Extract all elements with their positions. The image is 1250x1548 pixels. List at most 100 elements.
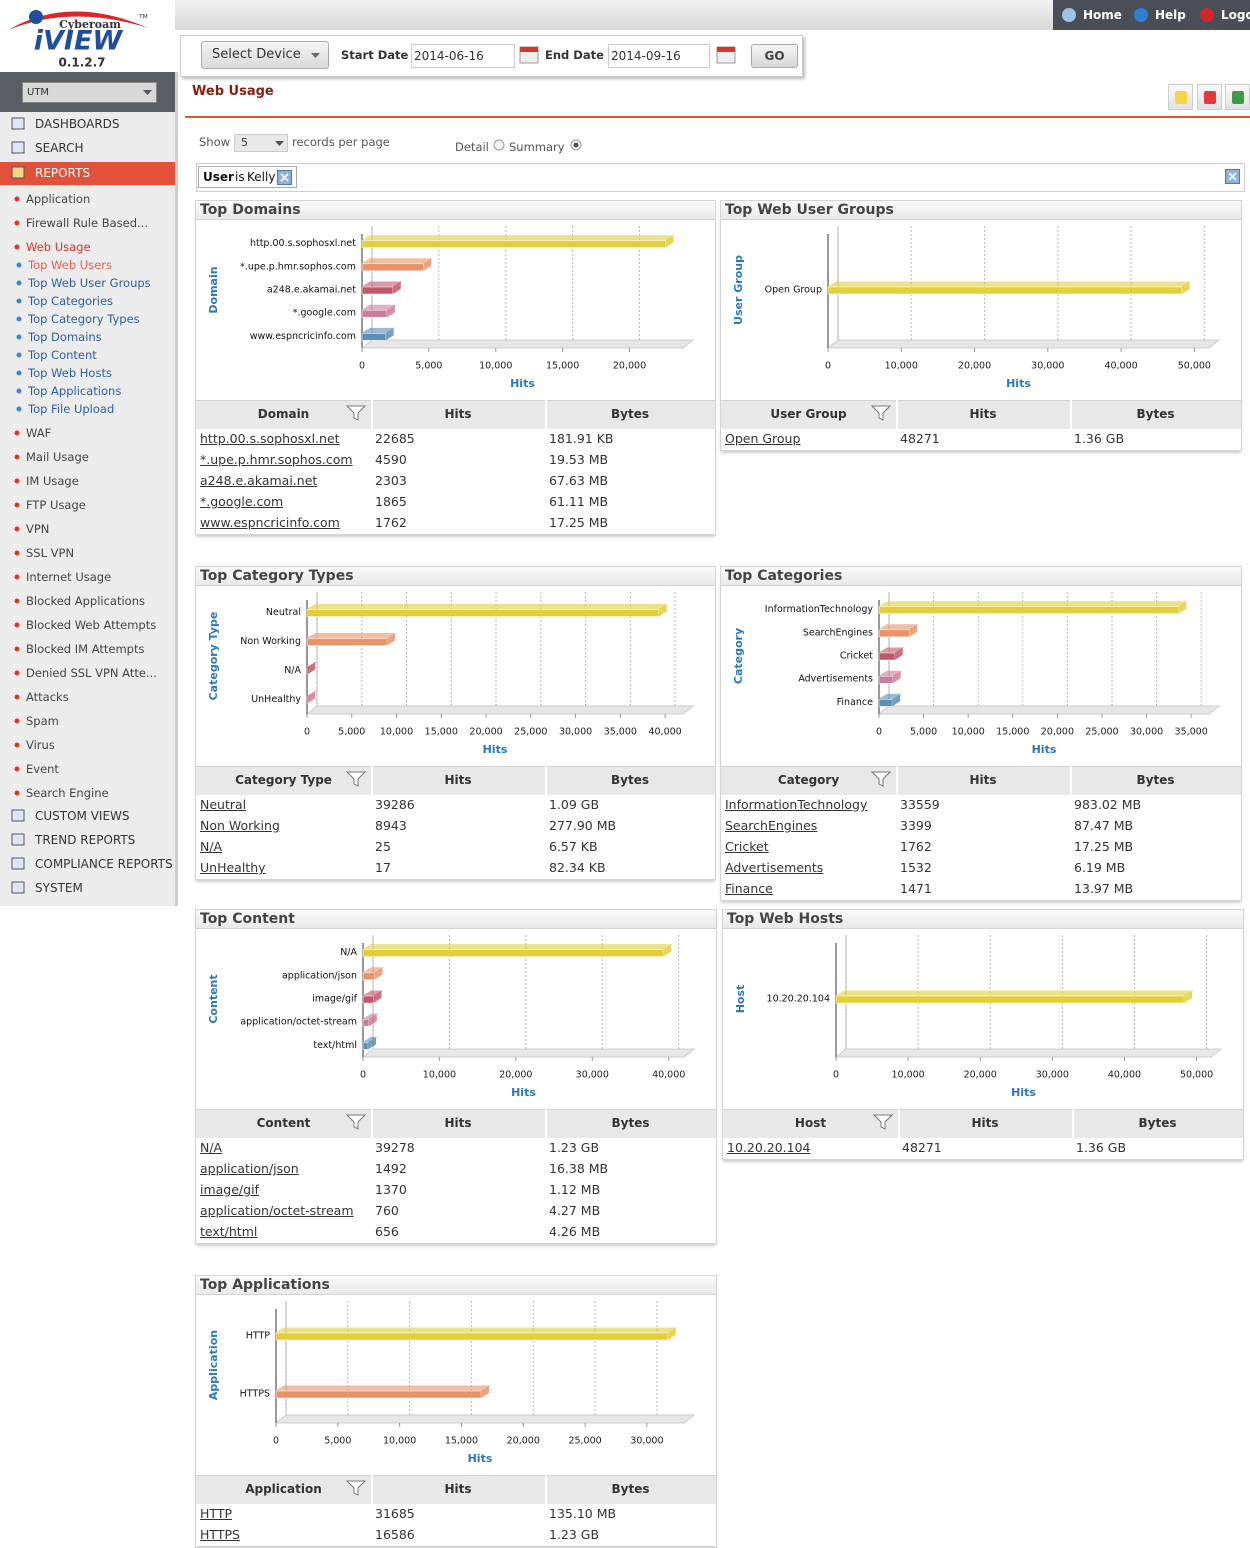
- nav-item[interactable]: REPORTS: [35, 166, 91, 180]
- report-link[interactable]: Top Web Hosts: [28, 366, 112, 380]
- header-link[interactable]: Logout: [1221, 8, 1250, 22]
- bullet: [14, 478, 20, 484]
- report-link[interactable]: VPN: [26, 522, 50, 536]
- bar-end: [387, 633, 396, 646]
- report-link[interactable]: FTP Usage: [26, 498, 86, 512]
- logo-product: iVIEW: [34, 26, 124, 57]
- nav-item[interactable]: COMPLIANCE REPORTS: [35, 857, 173, 871]
- report-link[interactable]: Blocked IM Attempts: [26, 642, 145, 656]
- bullet-dot: [16, 316, 22, 322]
- report-link[interactable]: Attacks: [26, 690, 69, 704]
- table-link[interactable]: Open Group: [725, 431, 801, 446]
- report-link[interactable]: Top Domains: [28, 330, 102, 344]
- table-link[interactable]: *.google.com: [200, 494, 284, 509]
- arrow: [311, 53, 320, 58]
- nav-item[interactable]: SEARCH: [35, 141, 84, 155]
- filter-icon[interactable]: [346, 1114, 366, 1130]
- table-link[interactable]: N/A: [200, 839, 223, 854]
- device-select[interactable]: UTM: [22, 82, 157, 103]
- nav-item[interactable]: SYSTEM: [35, 881, 83, 895]
- filter-icon[interactable]: [871, 405, 891, 421]
- report-link[interactable]: SSL VPN: [26, 546, 75, 560]
- calendar-icon[interactable]: [519, 45, 539, 65]
- header-link[interactable]: Home: [1083, 8, 1122, 22]
- bar-top: [305, 633, 397, 639]
- table-cell: 1.23 GB: [549, 1527, 600, 1542]
- select-device-button[interactable]: Select Device: [201, 41, 329, 69]
- report-link[interactable]: Top Web Users: [28, 258, 112, 272]
- close-icon[interactable]: [1225, 169, 1240, 184]
- table-link[interactable]: application/octet-stream: [200, 1203, 354, 1218]
- filter-icon[interactable]: [871, 771, 891, 787]
- radio[interactable]: [493, 139, 505, 151]
- table-link[interactable]: Advertisements: [725, 860, 824, 875]
- report-link[interactable]: Firewall Rule Based...: [26, 216, 148, 230]
- report-link[interactable]: Top Category Types: [28, 312, 140, 326]
- report-link[interactable]: Web Usage: [26, 240, 91, 254]
- report-link[interactable]: Top Content: [28, 348, 97, 362]
- report-link[interactable]: Denied SSL VPN Atte...: [26, 666, 157, 680]
- report-link[interactable]: Virus: [26, 738, 55, 752]
- table-link[interactable]: HTTPS: [200, 1527, 240, 1542]
- header-link[interactable]: Help: [1155, 8, 1186, 22]
- bar: [275, 1332, 668, 1341]
- per-page-select[interactable]: 5: [234, 134, 288, 152]
- export-button[interactable]: [1168, 84, 1193, 110]
- table-link[interactable]: Finance: [725, 881, 773, 896]
- go-button[interactable]: GO: [751, 44, 798, 68]
- end-date-input[interactable]: 2014-09-16: [608, 44, 710, 68]
- report-link[interactable]: Blocked Web Attempts: [26, 618, 157, 632]
- table-link[interactable]: UnHealthy: [200, 860, 266, 875]
- x-tick-label: 20,000: [1041, 727, 1074, 738]
- report-link[interactable]: Blocked Applications: [26, 594, 145, 608]
- table-link[interactable]: SearchEngines: [725, 818, 818, 833]
- bar: [362, 949, 664, 957]
- category-label: Open Group: [765, 285, 822, 296]
- export-button[interactable]: [1225, 84, 1250, 110]
- filter-icon[interactable]: [346, 771, 366, 787]
- table-link[interactable]: HTTP: [200, 1506, 232, 1521]
- filter-icon[interactable]: [346, 405, 366, 421]
- report-link[interactable]: Internet Usage: [26, 570, 112, 584]
- table-link[interactable]: application/json: [200, 1161, 299, 1176]
- x-tick-label: 15,000: [425, 727, 458, 738]
- table-link[interactable]: image/gif: [200, 1182, 259, 1197]
- filter-icon[interactable]: [346, 1480, 366, 1496]
- x-tick-label: 0: [876, 727, 882, 738]
- nav-item[interactable]: CUSTOM VIEWS: [35, 809, 130, 823]
- report-link[interactable]: Search Engine: [26, 786, 109, 800]
- report-link[interactable]: IM Usage: [26, 474, 79, 488]
- table-link[interactable]: Neutral: [200, 797, 247, 812]
- report-link[interactable]: Top Categories: [28, 294, 114, 308]
- table-link[interactable]: a248.e.akamai.net: [200, 473, 318, 488]
- table-link[interactable]: www.espncricinfo.com: [200, 515, 340, 530]
- table-link[interactable]: http.00.s.sophosxl.net: [200, 431, 340, 446]
- radio[interactable]: [570, 139, 582, 151]
- start-date-input[interactable]: 2014-06-16: [411, 44, 515, 68]
- report-link[interactable]: WAF: [26, 426, 52, 440]
- close-icon[interactable]: [277, 170, 292, 185]
- report-link[interactable]: Top Applications: [28, 384, 122, 398]
- table-link[interactable]: InformationTechnology: [725, 797, 868, 812]
- table-link[interactable]: Non Working: [200, 818, 280, 833]
- column-header: Category: [777, 773, 840, 787]
- report-link[interactable]: Event: [26, 762, 59, 776]
- nav-item[interactable]: DASHBOARDS: [35, 117, 120, 131]
- export-button[interactable]: [1197, 84, 1222, 110]
- report-link[interactable]: Top File Upload: [28, 402, 115, 416]
- report-link[interactable]: Mail Usage: [26, 450, 89, 464]
- table-link[interactable]: N/A: [200, 1140, 223, 1155]
- filter-icon[interactable]: [873, 1114, 893, 1130]
- report-link[interactable]: Top Web User Groups: [28, 276, 151, 290]
- bar-end: [368, 1037, 377, 1050]
- table-link[interactable]: *.upe.p.hmr.sophos.com: [200, 452, 353, 467]
- table-link[interactable]: text/html: [200, 1224, 258, 1239]
- table-link[interactable]: Cricket: [725, 839, 769, 854]
- filter-field: User: [203, 170, 234, 184]
- report-link[interactable]: Spam: [26, 714, 59, 728]
- table-link[interactable]: 10.20.20.104: [727, 1140, 811, 1155]
- nav-item[interactable]: TREND REPORTS: [35, 833, 136, 847]
- calendar-icon[interactable]: [716, 45, 736, 65]
- report-link[interactable]: Application: [26, 192, 91, 206]
- x-tick-label: 0: [360, 1070, 366, 1081]
